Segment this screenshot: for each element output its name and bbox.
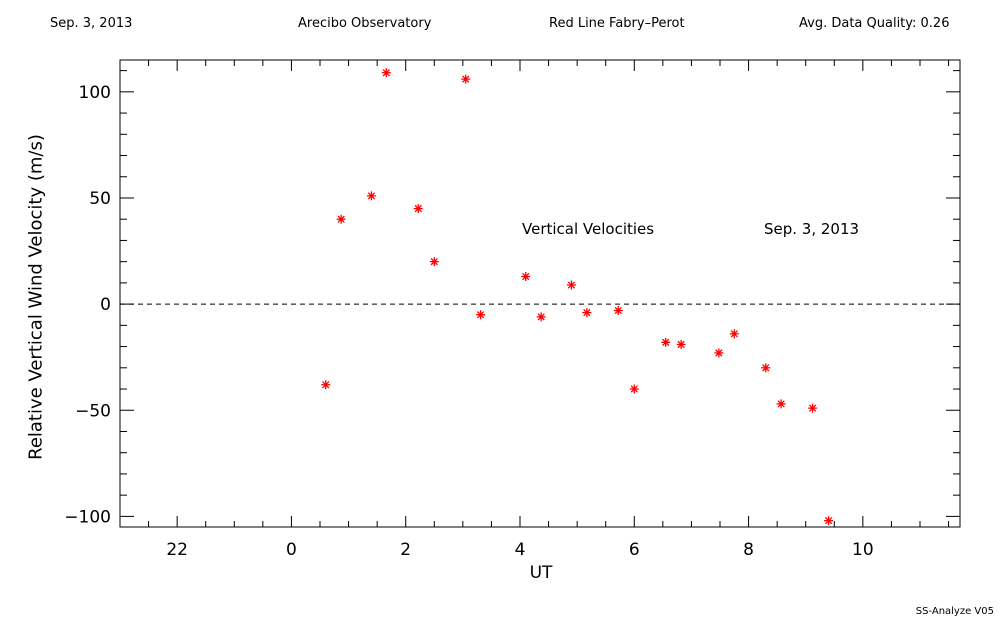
axis-ticks: 22 0 2 4 6 8 10 100 50 0 −50 −100 <box>64 60 960 560</box>
data-point <box>566 280 576 290</box>
data-point <box>613 305 623 315</box>
data-point <box>808 403 818 413</box>
data-point <box>521 272 531 282</box>
data-point <box>476 310 486 320</box>
header-observatory: Arecibo Observatory <box>298 16 432 31</box>
data-point <box>413 204 423 214</box>
annotation-date: Sep. 3, 2013 <box>764 220 860 238</box>
y-tick-label: 100 <box>79 83 111 103</box>
data-point <box>661 337 671 347</box>
y-tick-label: 50 <box>89 189 111 209</box>
x-tick-label: 6 <box>629 540 640 560</box>
data-point <box>714 348 724 358</box>
data-point <box>536 312 546 322</box>
data-point <box>676 339 686 349</box>
data-point <box>461 74 471 84</box>
data-point <box>429 257 439 267</box>
y-axis-label: Relative Vertical Wind Velocity (m/s) <box>25 134 47 460</box>
annotation-vertical-velocities: Vertical Velocities <box>522 220 655 238</box>
data-point <box>321 380 331 390</box>
data-point <box>381 68 391 78</box>
x-tick-label: 2 <box>400 540 411 560</box>
x-tick-label: 22 <box>166 540 188 560</box>
x-tick-label: 8 <box>743 540 754 560</box>
data-point <box>729 329 739 339</box>
data-points <box>321 68 834 526</box>
x-axis-label: UT <box>529 563 553 583</box>
y-tick-label: −100 <box>64 507 111 527</box>
data-point <box>761 363 771 373</box>
footer-version: SS-Analyze V05 <box>915 606 994 617</box>
y-tick-label: 0 <box>100 295 111 315</box>
data-point <box>629 384 639 394</box>
data-point <box>776 399 786 409</box>
data-point <box>824 516 834 526</box>
header-instrument: Red Line Fabry–Perot <box>549 16 685 31</box>
y-tick-label: −50 <box>75 401 111 421</box>
x-tick-label: 4 <box>515 540 526 560</box>
data-point <box>336 214 346 224</box>
header-quality: Avg. Data Quality: 0.26 <box>799 16 950 31</box>
x-tick-label: 0 <box>286 540 297 560</box>
data-point <box>582 308 592 318</box>
header-date: Sep. 3, 2013 <box>50 16 133 31</box>
data-point <box>366 191 376 201</box>
x-tick-label: 10 <box>852 540 874 560</box>
plot-frame <box>119 59 961 528</box>
